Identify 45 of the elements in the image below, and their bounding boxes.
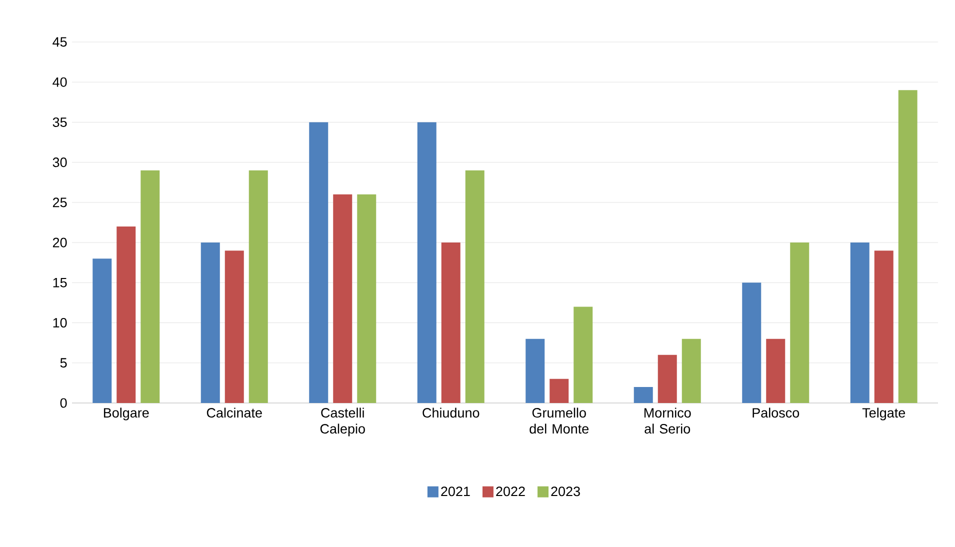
y-tick-label: 40	[52, 77, 67, 87]
bar	[766, 338, 786, 403]
y-tick-label: 15	[53, 278, 67, 288]
y-tick-label: 20	[52, 238, 67, 248]
bar	[790, 242, 810, 403]
bar	[248, 170, 268, 403]
legend-label: 2022	[496, 486, 525, 496]
bar	[116, 226, 136, 403]
bar	[658, 354, 677, 403]
bar	[224, 250, 244, 403]
x-tick-label: Telgate	[862, 408, 906, 420]
bar	[441, 242, 460, 403]
bar	[850, 242, 870, 403]
x-tick-label: Bolgare	[104, 408, 149, 420]
bar	[333, 194, 352, 403]
x-tick-label: Calcinate	[206, 408, 262, 418]
y-tick-label: 25	[52, 198, 67, 208]
bar	[417, 122, 436, 403]
bar	[92, 258, 112, 403]
bar	[550, 378, 569, 403]
bar	[682, 338, 701, 403]
bar	[465, 170, 484, 403]
bar	[874, 250, 894, 403]
bar	[898, 90, 918, 403]
x-tick-label: Chiuduno	[422, 408, 480, 418]
bar	[200, 242, 220, 403]
bar	[140, 170, 160, 403]
y-tick-label: 30	[52, 158, 67, 168]
y-tick-label: 0	[60, 398, 67, 408]
y-tick-label: 35	[52, 117, 67, 127]
y-tick-label: 5	[60, 358, 67, 368]
bar	[309, 122, 328, 403]
x-tick-label: Mornico al Serio	[644, 408, 691, 434]
bar	[526, 338, 545, 403]
x-tick-label: Grumello del Monte	[530, 408, 589, 434]
x-tick-label: Castelli Calepio	[320, 408, 365, 436]
y-tick-label: 10	[53, 318, 67, 328]
bar	[357, 194, 376, 403]
bar	[634, 386, 653, 403]
x-tick-label: Palosco	[752, 408, 800, 418]
legend-label: 2021	[441, 486, 470, 496]
bar	[742, 282, 762, 403]
bar	[574, 306, 593, 403]
legend-label: 2023	[551, 486, 580, 496]
y-tick-label: 45	[52, 37, 67, 47]
